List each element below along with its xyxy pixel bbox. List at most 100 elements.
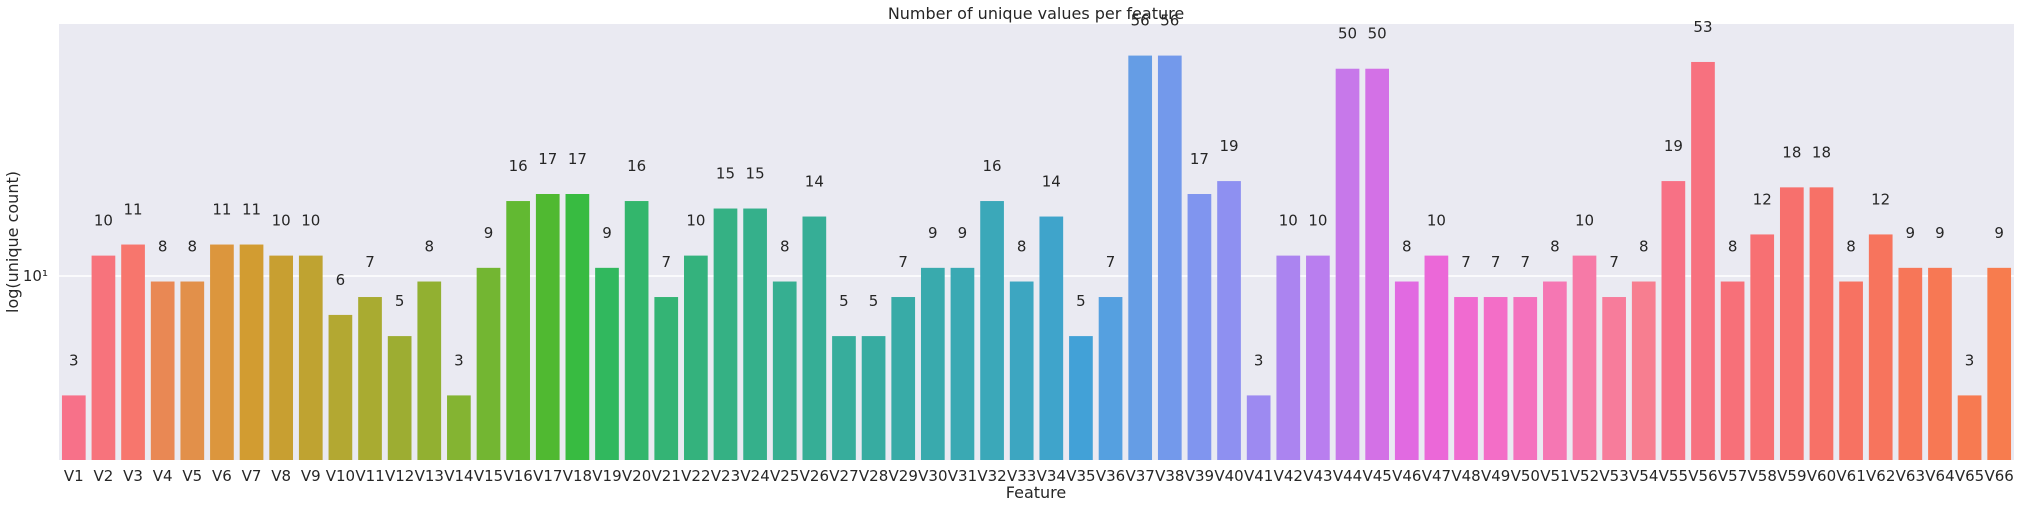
plot-background bbox=[59, 24, 2014, 460]
value-label-v47: 10 bbox=[1427, 212, 1446, 230]
value-label-v9: 10 bbox=[301, 212, 320, 230]
bar-v45 bbox=[1365, 68, 1389, 460]
value-label-v45: 50 bbox=[1368, 25, 1387, 43]
value-label-v7: 11 bbox=[242, 201, 261, 219]
bar-v5 bbox=[180, 281, 205, 460]
x-tick-label-v18: V18 bbox=[563, 467, 592, 485]
value-label-v60: 18 bbox=[1812, 143, 1831, 161]
x-tick-label-v11: V11 bbox=[355, 467, 384, 485]
value-label-v46: 8 bbox=[1402, 238, 1412, 256]
value-label-v53: 7 bbox=[1609, 253, 1619, 271]
value-label-v21: 7 bbox=[661, 253, 671, 271]
x-tick-label-v20: V20 bbox=[622, 467, 651, 485]
bar-v30 bbox=[920, 267, 945, 460]
bar-v3 bbox=[121, 244, 145, 460]
bar-v35 bbox=[1069, 336, 1093, 460]
bar-v33 bbox=[1009, 281, 1034, 460]
y-tick-label: 10¹ bbox=[23, 267, 48, 285]
bar-v52 bbox=[1572, 255, 1597, 460]
bar-v66 bbox=[1987, 267, 2012, 460]
x-tick-label-v30: V30 bbox=[918, 467, 947, 485]
bar-v44 bbox=[1335, 68, 1360, 460]
x-tick-label-v60: V60 bbox=[1807, 467, 1836, 485]
value-label-v25: 8 bbox=[780, 238, 790, 256]
bar-v40 bbox=[1217, 181, 1241, 460]
x-tick-label-v29: V29 bbox=[889, 467, 918, 485]
bar-v54 bbox=[1631, 281, 1656, 460]
value-label-v62: 12 bbox=[1871, 190, 1890, 208]
value-label-v50: 7 bbox=[1520, 253, 1530, 271]
value-label-v18: 17 bbox=[568, 150, 587, 168]
x-tick-label-v63: V63 bbox=[1896, 467, 1925, 485]
value-label-v16: 16 bbox=[509, 157, 528, 175]
chart-title: Number of unique values per feature bbox=[888, 4, 1184, 23]
bar-v62 bbox=[1868, 234, 1893, 460]
value-label-v58: 12 bbox=[1753, 190, 1772, 208]
bar-v48 bbox=[1454, 297, 1478, 460]
value-label-v27: 5 bbox=[839, 292, 849, 310]
x-tick-label-v23: V23 bbox=[711, 467, 740, 485]
value-label-v52: 10 bbox=[1575, 212, 1594, 230]
bar-v17 bbox=[535, 194, 560, 460]
bar-v28 bbox=[861, 336, 886, 460]
x-tick-label-v9: V9 bbox=[301, 467, 321, 485]
x-tick-label-v41: V41 bbox=[1244, 467, 1273, 485]
bar-v43 bbox=[1306, 255, 1330, 460]
x-tick-label-v61: V61 bbox=[1836, 467, 1865, 485]
bar-v42 bbox=[1276, 255, 1301, 460]
x-tick-label-v50: V50 bbox=[1511, 467, 1540, 485]
bar-v12 bbox=[387, 336, 412, 460]
bar-v13 bbox=[417, 281, 442, 460]
value-label-v14: 3 bbox=[454, 351, 464, 369]
value-label-v32: 16 bbox=[983, 157, 1002, 175]
bar-v11 bbox=[358, 297, 382, 460]
value-label-v35: 5 bbox=[1076, 292, 1086, 310]
value-label-v63: 9 bbox=[1906, 224, 1916, 242]
x-tick-label-v57: V57 bbox=[1718, 467, 1747, 485]
value-label-v8: 10 bbox=[272, 212, 291, 230]
value-label-v48: 7 bbox=[1461, 253, 1471, 271]
x-tick-label-v14: V14 bbox=[444, 467, 473, 485]
x-tick-label-v62: V62 bbox=[1866, 467, 1895, 485]
bar-v24 bbox=[743, 208, 767, 460]
value-label-v1: 3 bbox=[69, 351, 79, 369]
bar-v2 bbox=[91, 255, 116, 460]
value-label-v59: 18 bbox=[1782, 143, 1801, 161]
value-label-v28: 5 bbox=[869, 292, 879, 310]
bar-v37 bbox=[1128, 55, 1153, 460]
bar-v6 bbox=[210, 244, 234, 460]
value-label-v6: 11 bbox=[212, 201, 231, 219]
bar-v61 bbox=[1839, 281, 1863, 460]
bar-v31 bbox=[950, 267, 975, 460]
value-label-v42: 10 bbox=[1279, 212, 1298, 230]
x-tick-label-v64: V64 bbox=[1925, 467, 1954, 485]
x-tick-label-v22: V22 bbox=[681, 467, 710, 485]
bar-v10 bbox=[328, 314, 353, 460]
value-label-v15: 9 bbox=[484, 224, 494, 242]
bar-v60 bbox=[1809, 187, 1834, 461]
value-label-v13: 8 bbox=[424, 238, 434, 256]
bar-v4 bbox=[150, 281, 175, 460]
bar-v63 bbox=[1898, 267, 1923, 460]
x-tick-label-v66: V66 bbox=[1985, 467, 2014, 485]
bar-v9 bbox=[298, 255, 323, 460]
bar-v46 bbox=[1394, 281, 1419, 460]
value-label-v19: 9 bbox=[602, 224, 612, 242]
x-tick-label-v43: V43 bbox=[1303, 467, 1332, 485]
x-tick-label-v53: V53 bbox=[1599, 467, 1628, 485]
x-tick-label-v54: V54 bbox=[1629, 467, 1658, 485]
bar-v49 bbox=[1483, 297, 1508, 460]
bar-v57 bbox=[1720, 281, 1745, 460]
x-tick-label-v13: V13 bbox=[415, 467, 444, 485]
x-tick-label-v46: V46 bbox=[1392, 467, 1421, 485]
value-label-v29: 7 bbox=[898, 253, 908, 271]
x-tick-label-v32: V32 bbox=[977, 467, 1006, 485]
x-tick-label-v15: V15 bbox=[474, 467, 503, 485]
x-tick-label-v39: V39 bbox=[1185, 467, 1214, 485]
value-label-v20: 16 bbox=[627, 157, 646, 175]
value-label-v11: 7 bbox=[365, 253, 375, 271]
bar-v29 bbox=[891, 297, 916, 460]
value-label-v41: 3 bbox=[1254, 351, 1264, 369]
x-tick-label-v6: V6 bbox=[212, 467, 232, 485]
